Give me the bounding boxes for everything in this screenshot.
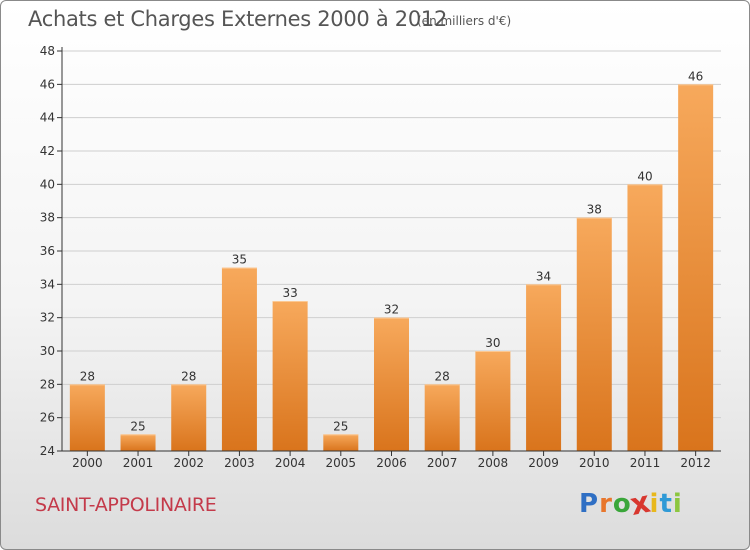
data-label: 32	[384, 303, 399, 317]
data-label: 35	[232, 253, 247, 267]
data-label: 33	[282, 286, 297, 300]
data-label: 28	[435, 369, 450, 383]
commune-name: SAINT-APPOLINAIRE	[35, 494, 217, 516]
data-label: 46	[688, 69, 703, 83]
data-label: 25	[333, 419, 348, 433]
x-tick-label: 2011	[630, 456, 661, 470]
bars	[69, 84, 714, 452]
bar-2011	[627, 184, 663, 452]
y-tick-label: 46	[40, 77, 55, 91]
bar-2007	[424, 384, 460, 451]
data-label: 34	[536, 269, 551, 283]
x-tick-label: 2006	[376, 456, 407, 470]
y-tick-label: 38	[40, 211, 55, 225]
bar-2012	[678, 84, 714, 451]
data-label: 38	[587, 203, 602, 217]
y-tick-label: 26	[40, 411, 55, 425]
y-tick-label: 44	[40, 111, 55, 125]
x-tick-label: 2010	[579, 456, 610, 470]
bar-2003	[221, 267, 257, 451]
bar-2004	[272, 301, 308, 451]
x-tick-label: 2002	[173, 456, 204, 470]
proxiti-logo[interactable]: Proxiti	[579, 485, 683, 523]
y-tick-label: 32	[40, 311, 55, 325]
logo-letter: i	[672, 489, 683, 519]
logo-letter: o	[612, 489, 632, 519]
data-label: 30	[485, 336, 500, 350]
y-tick-label: 30	[40, 344, 55, 358]
bar-2001	[120, 434, 156, 451]
x-tick-label: 2009	[528, 456, 559, 470]
logo-letter: i	[649, 489, 660, 519]
y-tick-label: 24	[40, 444, 55, 458]
axes: 24 26 28 30 32 34 36 38 40 42 44 46 48 2000 2001 2002 20…	[40, 44, 721, 470]
logo-letter: r	[599, 489, 613, 519]
chart-subtitle: (en milliers d'€)	[417, 14, 512, 28]
x-tick-label: 2007	[427, 456, 458, 470]
data-label: 25	[130, 419, 145, 433]
x-tick-label: 2005	[326, 456, 357, 470]
data-labels: 28 25 28 35 33 25 32 28 30 34 38 40 46	[80, 69, 704, 433]
chart-title: Achats et Charges Externes 2000 à 2012	[28, 7, 448, 31]
logo-letter: t	[659, 489, 673, 519]
bar-2006	[374, 317, 409, 451]
bar-2010	[576, 217, 612, 451]
y-tick-label: 42	[40, 144, 55, 158]
x-tick-label: 2001	[123, 456, 154, 470]
y-tick-label: 28	[40, 377, 55, 391]
x-tick-label: 2000	[72, 456, 103, 470]
bar-2008	[475, 351, 511, 451]
data-label: 28	[181, 369, 196, 383]
bar-2000	[69, 384, 105, 451]
data-label: 40	[637, 169, 652, 183]
x-tick-label: 2003	[224, 456, 255, 470]
bar-2005	[323, 434, 359, 451]
bar-2009	[526, 284, 562, 451]
y-tick-label: 36	[40, 244, 55, 258]
logo-letter: P	[579, 489, 600, 519]
y-tick-label: 40	[40, 177, 55, 191]
x-tick-label: 2008	[478, 456, 509, 470]
bar-2002	[171, 384, 207, 451]
x-tick-label: 2004	[275, 456, 306, 470]
data-label: 28	[80, 369, 95, 383]
x-tick-label: 2012	[680, 456, 711, 470]
y-tick-label: 48	[40, 44, 55, 58]
y-tick-label: 34	[40, 277, 55, 291]
